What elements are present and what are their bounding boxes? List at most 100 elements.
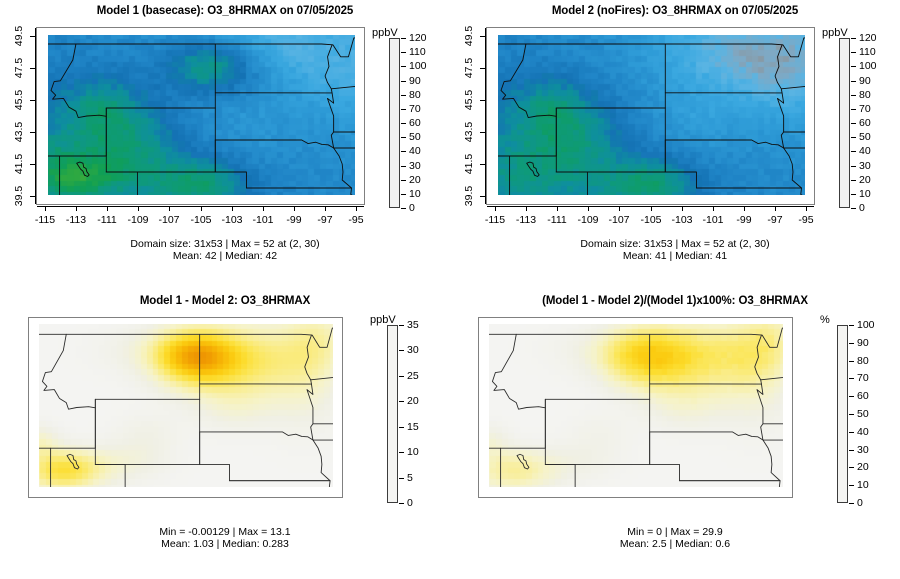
colorbar-tick xyxy=(399,427,404,428)
colorbar-tick xyxy=(849,396,854,397)
panel-title: Model 1 (basecase): O3_8HRMAX on 07/05/2… xyxy=(96,5,354,17)
x-axis-line xyxy=(37,206,364,207)
colorbar-tick xyxy=(401,166,406,167)
y-axis-tick xyxy=(30,196,35,197)
colorbar-units: % xyxy=(820,314,830,326)
x-axis-tick xyxy=(232,206,233,211)
plot-margin xyxy=(805,28,814,204)
colorbar: ppbV 0 10 20 30 40 50 60 70 80 90 100 110 120 xyxy=(822,5,900,235)
colorbar-tick-label: 70 xyxy=(409,103,421,115)
x-axis-tick xyxy=(263,206,264,211)
colorbar-tick-label: 100 xyxy=(859,60,877,72)
colorbar-tick-label: 90 xyxy=(409,75,421,87)
colorbar-tick xyxy=(851,66,856,67)
x-axis-tick xyxy=(138,206,139,211)
colorbar-tick xyxy=(851,180,856,181)
map-frame xyxy=(478,317,793,498)
x-axis-tick xyxy=(325,206,326,211)
plot-margin xyxy=(37,28,364,35)
x-axis-tick xyxy=(651,206,652,211)
colorbar-tick xyxy=(851,81,856,82)
colorbar-tick-label: 30 xyxy=(857,444,869,456)
colorbar-gradient xyxy=(839,38,850,208)
colorbar-tick xyxy=(849,467,854,468)
colorbar-gradient xyxy=(387,325,398,503)
colorbar-tick xyxy=(401,194,406,195)
x-axis-tick-label: -115 xyxy=(34,214,56,226)
colorbar-tick-label: 110 xyxy=(409,46,426,58)
colorbar-tick xyxy=(401,81,406,82)
colorbar-tick xyxy=(849,450,854,451)
colorbar-tick xyxy=(851,208,856,209)
y-axis-tick xyxy=(30,164,35,165)
colorbar-tick-label: 20 xyxy=(409,174,421,186)
x-axis-tick-label: -107 xyxy=(608,214,630,226)
colorbar-tick xyxy=(851,95,856,96)
panel-percent-difference: (Model 1 - Model 2)/(Model 1)x100%: O3_8… xyxy=(450,290,900,579)
plot-margin xyxy=(37,28,48,204)
y-axis-tick-label: 47.5 xyxy=(13,57,25,79)
colorbar-tick xyxy=(401,137,406,138)
colorbar: % 0 10 20 30 40 50 60 70 80 90 100 xyxy=(820,300,900,530)
x-axis-tick-label: -109 xyxy=(127,214,149,226)
y-axis-tick xyxy=(30,132,35,133)
map-raster xyxy=(37,28,364,204)
y-axis-tick-label: 45.5 xyxy=(463,89,475,111)
colorbar-units: ppbV xyxy=(822,27,848,39)
colorbar-tick-label: 120 xyxy=(409,32,427,44)
state-boundaries xyxy=(487,37,814,204)
colorbar-tick xyxy=(401,151,406,152)
plot-margin xyxy=(37,195,364,204)
plot-margin xyxy=(487,28,814,35)
plot-margin xyxy=(29,487,342,497)
y-axis-tick-label: 47.5 xyxy=(463,57,475,79)
y-axis-tick xyxy=(480,36,485,37)
colorbar-tick-label: 50 xyxy=(859,131,871,143)
colorbar-tick-label: 10 xyxy=(409,188,421,200)
colorbar-tick xyxy=(399,503,404,504)
colorbar-tick-label: 90 xyxy=(859,75,871,87)
colorbar-tick xyxy=(401,52,406,53)
plot-margin xyxy=(479,318,792,324)
colorbar-tick xyxy=(849,378,854,379)
colorbar-tick xyxy=(849,485,854,486)
x-axis: -115 -113 -111 -109 -107 -105 -103 -101 -99 -97 -9… xyxy=(0,0,450,289)
colorbar-tick-label: 30 xyxy=(407,344,419,356)
colorbar-tick xyxy=(399,350,404,351)
y-axis-tick-label: 49.5 xyxy=(13,25,25,47)
colorbar-tick-label: 0 xyxy=(857,497,863,509)
colorbar-gradient xyxy=(389,38,400,208)
colorbar-tick-label: 25 xyxy=(407,370,419,382)
colorbar-tick xyxy=(851,38,856,39)
panel-model2: Model 2 (noFires): O3_8HRMAX on 07/05/20… xyxy=(450,0,900,289)
colorbar-tick xyxy=(849,503,854,504)
map-frame xyxy=(486,27,815,205)
y-axis-tick-label: 41.5 xyxy=(463,153,475,175)
colorbar-tick-label: 80 xyxy=(859,89,871,101)
panel-title: Model 1 - Model 2: O3_8HRMAX xyxy=(139,295,311,307)
x-axis-tick xyxy=(294,206,295,211)
colorbar-tick-label: 100 xyxy=(857,319,875,331)
x-axis-tick-label: -105 xyxy=(640,214,662,226)
colorbar-tick-label: 40 xyxy=(409,145,421,157)
colorbar-tick xyxy=(849,343,854,344)
x-axis-tick-label: -99 xyxy=(286,214,302,226)
colorbar-tick-label: 5 xyxy=(407,472,413,484)
x-axis-tick-label: -103 xyxy=(221,214,243,226)
y-axis-tick-label: 45.5 xyxy=(13,89,25,111)
colorbar-tick-label: 20 xyxy=(857,461,869,473)
panel-caption-line1: Domain size: 31x53 | Max = 52 at (2, 30) xyxy=(130,238,320,250)
x-axis-tick xyxy=(588,206,589,211)
colorbar-tick-label: 0 xyxy=(859,202,865,214)
map-raster xyxy=(479,318,792,497)
x-axis-tick xyxy=(107,206,108,211)
x-axis-tick-label: -103 xyxy=(671,214,693,226)
x-axis-tick-label: -97 xyxy=(767,214,783,226)
panel-model1: Model 1 (basecase): O3_8HRMAX on 07/05/2… xyxy=(0,0,450,289)
panel-title: Model 2 (noFires): O3_8HRMAX on 07/05/20… xyxy=(551,5,799,17)
map-raster xyxy=(29,318,342,497)
plot-margin xyxy=(479,487,792,497)
x-axis-tick xyxy=(76,206,77,211)
colorbar-tick xyxy=(399,401,404,402)
